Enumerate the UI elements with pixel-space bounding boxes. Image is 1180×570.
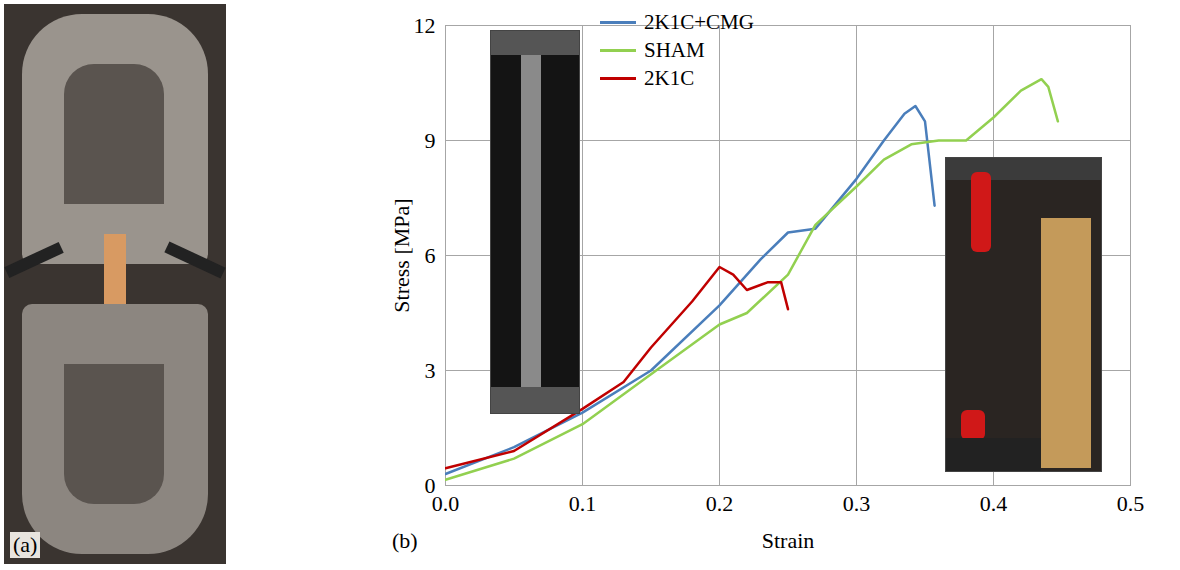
svg-text:9: 9 bbox=[425, 128, 436, 153]
svg-text:0.3: 0.3 bbox=[843, 491, 871, 516]
svg-text:Stress [MPa]: Stress [MPa] bbox=[389, 198, 414, 312]
svg-text:12: 12 bbox=[414, 13, 436, 38]
html-text:SHAM: SHAM bbox=[644, 37, 705, 62]
html-text:2K1C: 2K1C bbox=[644, 65, 695, 90]
svg-text:0.5: 0.5 bbox=[1117, 491, 1145, 516]
svg-text:6: 6 bbox=[425, 243, 436, 268]
svg-text:0.1: 0.1 bbox=[569, 491, 597, 516]
svg-text:3: 3 bbox=[425, 358, 436, 383]
svg-text:0.0: 0.0 bbox=[432, 491, 460, 516]
html-text:(b): (b) bbox=[392, 528, 418, 553]
svg-text:0.2: 0.2 bbox=[706, 491, 734, 516]
svg-text:0: 0 bbox=[425, 473, 436, 498]
html-text:2K1C+CMG: 2K1C+CMG bbox=[644, 9, 754, 34]
html-text:(a): (a) bbox=[13, 532, 38, 557]
svg-text:0.4: 0.4 bbox=[980, 491, 1008, 516]
svg-text:Strain: Strain bbox=[762, 528, 815, 553]
